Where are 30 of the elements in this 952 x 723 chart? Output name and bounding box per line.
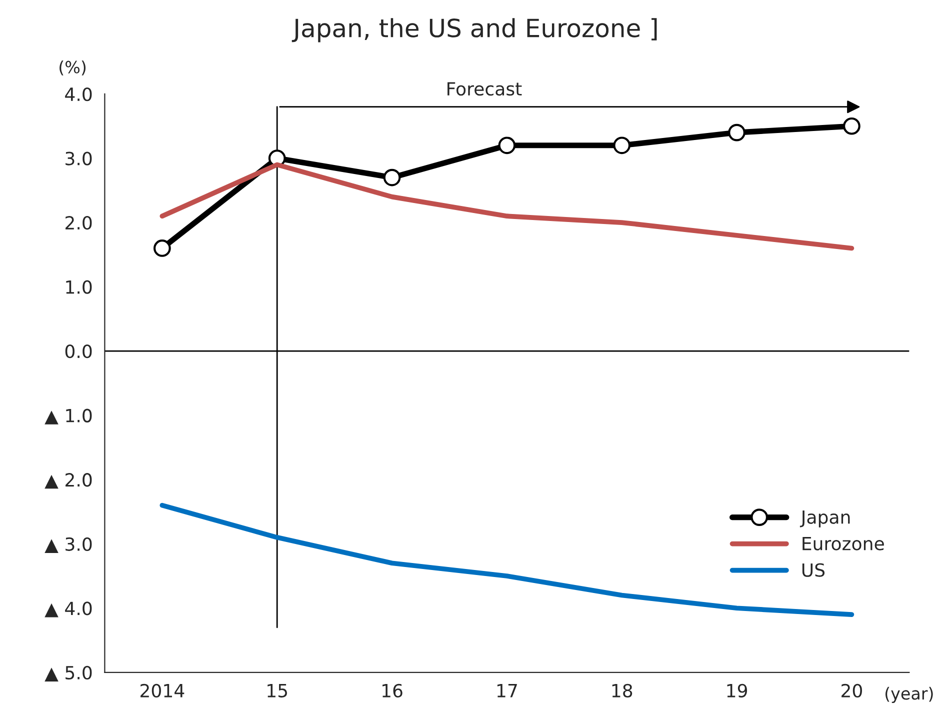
y-tick-label: 1.0 bbox=[66, 280, 92, 294]
x-tick-label: 19 bbox=[727, 684, 747, 698]
chart-title: Japan, the US and Eurozone ] bbox=[292, 18, 657, 42]
point bbox=[498, 136, 516, 154]
point bbox=[728, 124, 746, 142]
annotation: Forecast bbox=[448, 82, 522, 96]
y-axis-title: (%) bbox=[60, 60, 86, 76]
x-tick-label: 16 bbox=[382, 684, 402, 698]
y-tick-label: 2.0 bbox=[66, 216, 92, 230]
point bbox=[613, 136, 631, 154]
y-tick-label: ▲ 4.0 bbox=[44, 602, 92, 618]
y-tick-label: ▲ 2.0 bbox=[44, 473, 92, 489]
point bbox=[843, 117, 860, 135]
x-tick-label: 20 bbox=[842, 684, 862, 698]
y-tick-label: ▲ 5.0 bbox=[44, 666, 92, 682]
x-axis-title: (year) bbox=[885, 686, 933, 703]
legend-label: Japan bbox=[800, 510, 850, 528]
point bbox=[153, 240, 171, 257]
y-tick-label: 0.0 bbox=[65, 344, 92, 358]
x-tick-label: 15 bbox=[268, 684, 288, 698]
y-tick-label: ▲ 1.0 bbox=[44, 408, 92, 424]
x-tick-label: 18 bbox=[612, 684, 632, 698]
point bbox=[383, 168, 401, 186]
x-tick-label: 17 bbox=[497, 684, 517, 698]
y-tick-label: 4.0 bbox=[65, 87, 92, 102]
x-tick-label: 2014 bbox=[140, 684, 184, 698]
legend-label: Eurozone bbox=[802, 536, 884, 550]
y-tick-label: 3.0 bbox=[66, 152, 92, 166]
y-tick-label: ▲ 3.0 bbox=[44, 537, 92, 553]
legend-label: US bbox=[802, 563, 825, 577]
